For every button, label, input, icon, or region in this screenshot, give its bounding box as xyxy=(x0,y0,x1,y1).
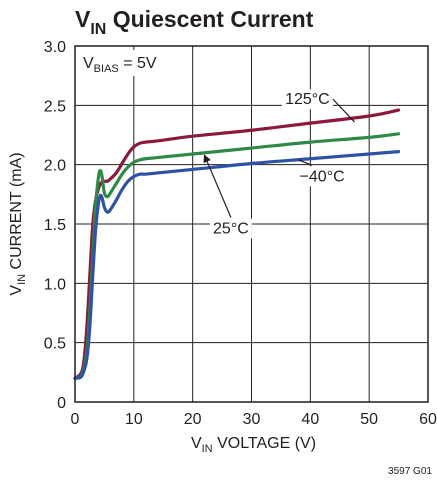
annotation-bg xyxy=(296,166,348,187)
plot-frame xyxy=(74,45,429,403)
annotation-bg xyxy=(209,218,252,239)
xlabel-rest: VOLTAGE (V) xyxy=(213,435,316,452)
xlabel-sub: IN xyxy=(202,443,213,455)
x-tick-label: 10 xyxy=(125,411,143,428)
y-tick-label: 3.0 xyxy=(44,39,66,56)
ylabel-main: V xyxy=(8,285,25,296)
figure-code: 3597 G01 xyxy=(388,466,432,477)
y-tick-label: 0 xyxy=(57,395,66,412)
x-tick-label: 0 xyxy=(71,411,80,428)
ylabel-rest: CURRENT (mA) xyxy=(8,152,25,273)
condition-label: VBIAS = 5V xyxy=(83,55,157,75)
series-line-1 xyxy=(73,132,401,380)
title-rest: Quiescent Current xyxy=(106,6,313,32)
condition-label-bg xyxy=(78,50,174,76)
x-tick-label: 40 xyxy=(301,411,319,428)
condition-sub: BIAS xyxy=(94,63,119,75)
x-tick-label: 30 xyxy=(243,411,261,428)
x-tick-label: 50 xyxy=(360,411,378,428)
annotation-label: −40°C xyxy=(300,168,345,185)
annotation-label: 25°C xyxy=(213,220,249,237)
series-line-2 xyxy=(73,150,401,380)
annotations: 125°C −40°C 25°C xyxy=(203,89,355,239)
y-tick-label: 0.5 xyxy=(44,336,66,353)
annotation-leader xyxy=(203,154,232,218)
title-main: V xyxy=(75,6,91,32)
annotation-leader xyxy=(298,159,313,166)
y-axis-label: VIN CURRENT (mA) xyxy=(8,152,28,295)
annotation-bg xyxy=(281,89,333,110)
x-tick-label: 20 xyxy=(184,411,202,428)
annotation-label: 125°C xyxy=(285,91,330,108)
title-sub: IN xyxy=(90,21,106,38)
y-tick-label: 1.0 xyxy=(44,276,66,293)
x-tick-label: 60 xyxy=(419,411,437,428)
tick-labels: 0 10 20 30 40 50 60 0 0.5 1.0 1.5 2.0 2.5 3.0 xyxy=(44,39,437,428)
chart-title: VIN Quiescent Current xyxy=(75,6,314,38)
y-tick-label: 2.5 xyxy=(44,98,66,115)
y-tick-label: 2.0 xyxy=(44,158,66,175)
x-axis-label: VIN VOLTAGE (V) xyxy=(191,435,316,455)
condition-main: V xyxy=(83,55,94,72)
series-layer xyxy=(73,108,401,380)
condition-rest: = 5V xyxy=(119,55,157,72)
ylabel-sub: IN xyxy=(16,274,28,285)
annotation-leader xyxy=(332,98,355,123)
y-tick-label: 1.5 xyxy=(44,217,66,234)
series-line-0 xyxy=(73,108,401,380)
xlabel-main: V xyxy=(191,435,202,452)
